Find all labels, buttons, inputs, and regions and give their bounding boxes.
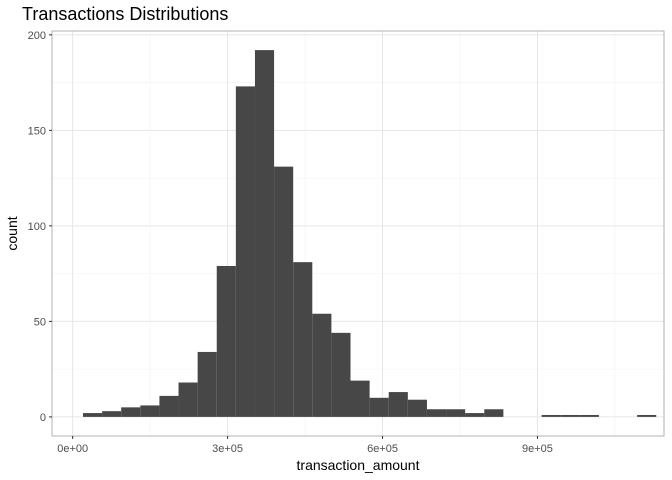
y-tick-label: 150 bbox=[28, 125, 46, 137]
histogram-bar bbox=[254, 50, 275, 417]
x-axis-title: transaction_amount bbox=[297, 457, 420, 473]
panel-border bbox=[51, 30, 665, 437]
y-axis: 0 50 100 150 200 bbox=[28, 30, 52, 424]
y-tick-label: 200 bbox=[28, 30, 46, 42]
x-tick-label: 9e+05 bbox=[522, 443, 553, 455]
histogram-bars bbox=[82, 50, 657, 417]
histogram-bar bbox=[102, 411, 122, 417]
y-tick-label: 100 bbox=[28, 221, 46, 233]
histogram-bar bbox=[465, 413, 485, 417]
histogram-bar bbox=[426, 409, 447, 417]
histogram-bar bbox=[484, 409, 504, 417]
histogram-bar bbox=[579, 414, 599, 417]
histogram-bar bbox=[350, 380, 370, 417]
histogram-bar bbox=[216, 265, 236, 417]
histogram-bar bbox=[560, 414, 580, 417]
histogram-bar bbox=[369, 397, 389, 417]
histogram-bar bbox=[159, 395, 179, 417]
grid-lines bbox=[52, 31, 664, 436]
histogram-bar bbox=[274, 166, 294, 417]
histogram-bar bbox=[293, 262, 313, 417]
y-tick-label: 0 bbox=[40, 412, 46, 424]
chart-title: Transactions Distributions bbox=[22, 4, 229, 24]
histogram-bar bbox=[178, 382, 198, 417]
x-tick-label: 0e+00 bbox=[57, 443, 88, 455]
histogram-bar bbox=[140, 405, 160, 417]
histogram-bar bbox=[541, 414, 561, 417]
histogram-bar bbox=[121, 407, 141, 417]
histogram-bar bbox=[82, 413, 103, 417]
x-axis: 0e+00 3e+05 6e+05 9e+05 bbox=[57, 436, 553, 455]
histogram-bar bbox=[637, 414, 657, 417]
histogram-bar bbox=[197, 351, 217, 417]
histogram-bar bbox=[312, 313, 332, 417]
y-axis-title: count bbox=[4, 216, 20, 250]
x-tick-label: 3e+05 bbox=[212, 443, 243, 455]
x-tick-label: 6e+05 bbox=[367, 443, 398, 455]
histogram-bar bbox=[388, 392, 408, 417]
histogram-bar bbox=[407, 399, 427, 417]
histogram-bar bbox=[235, 86, 255, 417]
histogram-bar bbox=[446, 409, 466, 417]
histogram-bar bbox=[331, 332, 351, 417]
y-tick-label: 50 bbox=[34, 316, 46, 328]
